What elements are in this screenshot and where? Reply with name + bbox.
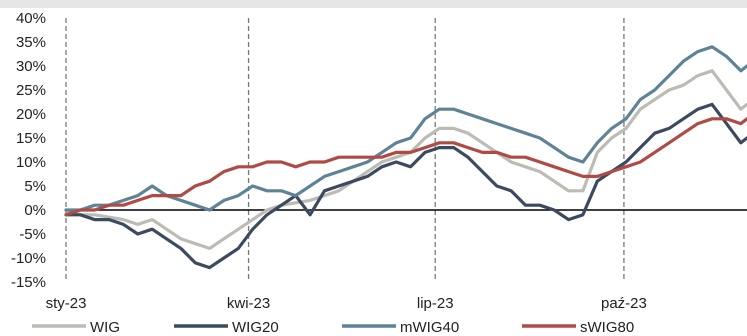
legend: WIG WIG20 mWIG40 sWIG80 [32, 319, 634, 336]
y-tick-label: 40% [16, 10, 46, 27]
legend-label-wig20: WIG20 [232, 319, 279, 336]
series-line-mwig40 [64, 45, 747, 212]
series-group [64, 45, 747, 270]
y-tick-label: 10% [16, 154, 46, 171]
y-tick-label: 15% [16, 130, 46, 147]
x-tick-label: lip-23 [417, 295, 454, 312]
y-tick-label: 30% [16, 58, 46, 75]
y-tick-label: -10% [11, 250, 46, 267]
series-line-swig80 [64, 117, 747, 217]
y-tick-label: -15% [11, 274, 46, 291]
y-tick-label: 0% [24, 202, 46, 219]
top-border [0, 0, 747, 8]
x-tick-label: sty-23 [46, 295, 87, 312]
y-tick-label: 20% [16, 106, 46, 123]
y-tick-label: 25% [16, 82, 46, 99]
legend-label-wig: WIG [90, 319, 120, 336]
vertical-grid [65, 18, 625, 282]
y-tick-label: 5% [24, 178, 46, 195]
series-line-wig20 [64, 102, 747, 270]
legend-label-mwig40: mWIG40 [400, 319, 459, 336]
y-axis: -15% -10% -5% 0% 5% 10% 15% 20% 25% 30% 35% 40% [11, 10, 46, 291]
y-tick-label: -5% [19, 226, 46, 243]
y-tick-label: 35% [16, 34, 46, 51]
legend-label-swig80: sWIG80 [580, 319, 634, 336]
x-tick-label: paź-23 [601, 295, 647, 312]
x-tick-label: kwi-23 [227, 295, 270, 312]
x-axis: sty-23 kwi-23 lip-23 paź-23 [46, 295, 647, 312]
